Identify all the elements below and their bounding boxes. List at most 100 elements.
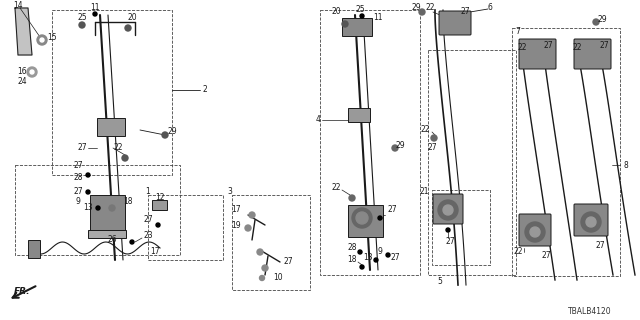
- Circle shape: [530, 227, 540, 237]
- Text: 17: 17: [231, 205, 241, 214]
- Circle shape: [360, 265, 364, 269]
- Circle shape: [358, 250, 362, 254]
- Text: 4: 4: [316, 116, 321, 124]
- Circle shape: [130, 240, 134, 244]
- Text: 27: 27: [77, 143, 87, 153]
- Text: 13: 13: [83, 204, 93, 212]
- Text: 22: 22: [332, 183, 340, 193]
- Text: 27: 27: [73, 188, 83, 196]
- Text: 2: 2: [203, 85, 207, 94]
- Text: 18: 18: [124, 197, 132, 206]
- Text: 22: 22: [517, 44, 527, 52]
- Circle shape: [392, 145, 398, 151]
- FancyBboxPatch shape: [433, 194, 463, 224]
- Text: 1: 1: [146, 188, 150, 196]
- Text: 27: 27: [73, 161, 83, 170]
- Text: 20: 20: [331, 7, 341, 17]
- Text: 27: 27: [595, 241, 605, 250]
- Text: 9: 9: [76, 197, 81, 206]
- Bar: [512, 28, 620, 276]
- Text: 5: 5: [438, 277, 442, 286]
- Circle shape: [431, 135, 437, 141]
- Text: 17: 17: [150, 247, 160, 257]
- Bar: [348, 205, 383, 237]
- Circle shape: [109, 205, 115, 211]
- Text: 23: 23: [143, 230, 153, 239]
- Text: 25: 25: [355, 5, 365, 14]
- Text: 22: 22: [420, 125, 429, 134]
- Text: 27: 27: [283, 258, 293, 267]
- Text: 10: 10: [273, 274, 283, 283]
- Circle shape: [30, 70, 34, 74]
- Circle shape: [262, 265, 268, 271]
- Text: 28: 28: [73, 173, 83, 182]
- Circle shape: [378, 216, 382, 220]
- Circle shape: [40, 38, 44, 42]
- Circle shape: [86, 173, 90, 177]
- Circle shape: [352, 208, 372, 228]
- Text: 22: 22: [572, 44, 582, 52]
- Text: 6: 6: [488, 4, 492, 12]
- FancyBboxPatch shape: [439, 11, 471, 35]
- Circle shape: [443, 205, 453, 215]
- Circle shape: [245, 225, 251, 231]
- Bar: [342, 18, 372, 36]
- FancyBboxPatch shape: [519, 39, 556, 69]
- Text: 27: 27: [541, 251, 551, 260]
- Text: 27: 27: [390, 253, 400, 262]
- Circle shape: [581, 212, 601, 232]
- Text: 20: 20: [127, 13, 137, 22]
- Circle shape: [93, 12, 97, 16]
- Text: 8: 8: [623, 161, 628, 170]
- Text: 11: 11: [373, 13, 383, 22]
- Text: 29: 29: [597, 15, 607, 25]
- Text: 3: 3: [228, 188, 232, 196]
- Text: 27: 27: [543, 42, 553, 51]
- Circle shape: [356, 212, 368, 224]
- Bar: [320, 10, 420, 275]
- FancyBboxPatch shape: [519, 214, 551, 246]
- Circle shape: [386, 253, 390, 257]
- Bar: [152, 200, 167, 210]
- Text: 16: 16: [17, 68, 27, 76]
- Text: 29: 29: [395, 140, 405, 149]
- Text: 26: 26: [107, 236, 117, 244]
- Bar: [97, 118, 125, 136]
- Bar: [28, 240, 40, 258]
- Text: 14: 14: [13, 2, 22, 11]
- Bar: [232, 195, 310, 290]
- Text: TBALB4120: TBALB4120: [568, 308, 612, 316]
- Circle shape: [79, 22, 85, 28]
- Text: 18: 18: [348, 255, 356, 265]
- Text: 27: 27: [460, 7, 470, 17]
- Bar: [52, 10, 172, 175]
- Polygon shape: [15, 8, 32, 55]
- Text: 21: 21: [419, 188, 429, 196]
- Circle shape: [525, 222, 545, 242]
- Bar: [348, 108, 370, 122]
- Text: 15: 15: [47, 34, 57, 43]
- Text: 29: 29: [167, 127, 177, 137]
- Text: 27: 27: [445, 237, 455, 246]
- Text: 22: 22: [113, 143, 123, 153]
- Circle shape: [37, 35, 47, 45]
- Text: 13: 13: [363, 253, 373, 262]
- Bar: [15, 165, 180, 255]
- Text: 9: 9: [378, 247, 383, 257]
- Text: 27: 27: [143, 215, 153, 225]
- Circle shape: [349, 195, 355, 201]
- Circle shape: [419, 9, 425, 15]
- Text: 25: 25: [77, 13, 87, 22]
- Text: 27: 27: [387, 205, 397, 214]
- FancyBboxPatch shape: [574, 39, 611, 69]
- Circle shape: [586, 217, 596, 227]
- Circle shape: [360, 14, 364, 18]
- Circle shape: [374, 258, 378, 262]
- Text: 27: 27: [599, 42, 609, 51]
- Circle shape: [249, 212, 255, 218]
- Text: 24: 24: [17, 77, 27, 86]
- Circle shape: [86, 190, 90, 194]
- Text: 19: 19: [231, 220, 241, 229]
- Bar: [148, 195, 223, 260]
- Bar: [90, 195, 125, 235]
